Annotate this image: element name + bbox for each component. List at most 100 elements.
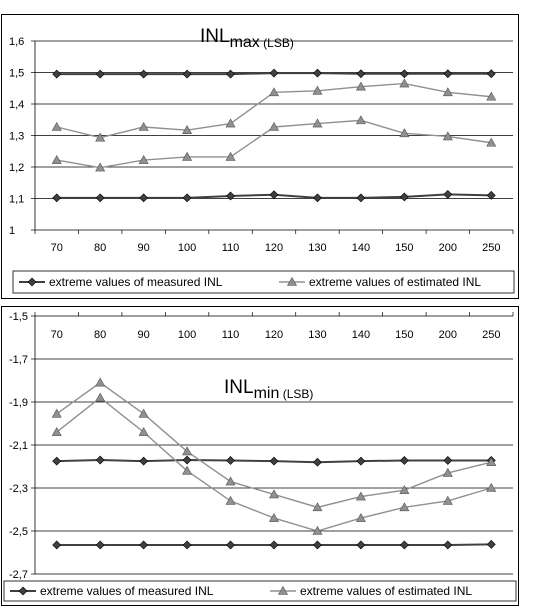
data-point xyxy=(139,456,149,466)
data-point xyxy=(269,190,279,200)
data-point xyxy=(399,128,410,138)
data-point xyxy=(443,540,453,550)
data-point xyxy=(51,154,62,164)
x-tick-label: 80 xyxy=(94,242,106,254)
x-tick-label: 200 xyxy=(439,329,457,341)
x-tick-label: 140 xyxy=(352,329,370,341)
x-tick-label: 90 xyxy=(138,329,150,341)
data-point xyxy=(486,457,497,466)
data-point xyxy=(51,426,62,436)
data-point xyxy=(95,132,106,142)
data-point xyxy=(399,502,410,512)
y-tick-label: -2,7 xyxy=(9,569,28,581)
data-point xyxy=(95,392,106,402)
legend-marker xyxy=(277,585,289,595)
data-point xyxy=(268,87,280,97)
data-point xyxy=(442,87,453,97)
data-point xyxy=(182,446,193,456)
x-tick-label: 100 xyxy=(178,329,196,341)
data-point xyxy=(399,69,409,79)
data-point xyxy=(442,467,453,477)
y-tick-label: 1,3 xyxy=(9,131,24,143)
y-tick-label: 1,1 xyxy=(9,194,24,206)
data-point xyxy=(139,69,149,79)
data-point xyxy=(139,193,149,203)
y-tick-label: -2,1 xyxy=(9,440,28,452)
x-tick-label: 200 xyxy=(439,242,457,254)
data-point xyxy=(443,69,453,79)
data-point xyxy=(443,456,453,465)
y-tick-label: -1,5 xyxy=(9,311,28,323)
inl-min-chart-svg: -2,7 -2,5 -2,3 -2,1 -1,9 -1,7 -1,5 70 80 90 100 110… xyxy=(3,311,517,602)
data-point xyxy=(51,121,62,131)
legend-label: extreme values of measured INL xyxy=(49,275,223,289)
data-point xyxy=(355,115,366,125)
data-point xyxy=(225,118,236,128)
data-point xyxy=(442,495,453,505)
data-point xyxy=(486,482,497,492)
legend-label: extreme values of estimated INL xyxy=(300,584,472,598)
chart-title: INLmin (LSB) xyxy=(224,377,313,402)
data-point xyxy=(138,426,149,436)
data-point xyxy=(486,69,496,79)
data-point xyxy=(225,476,236,486)
x-tick-label: 150 xyxy=(395,242,413,254)
y-tick-label: 1 xyxy=(9,225,15,237)
data-point xyxy=(356,193,366,203)
data-point xyxy=(95,455,105,465)
data-point xyxy=(399,456,409,465)
data-point xyxy=(52,456,62,466)
legend-marker xyxy=(27,277,37,287)
data-point xyxy=(52,69,62,79)
data-point xyxy=(399,78,410,88)
data-point xyxy=(182,125,193,134)
x-tick-label: 90 xyxy=(138,242,150,254)
data-point xyxy=(486,137,497,147)
data-point xyxy=(442,131,453,141)
data-point xyxy=(225,495,236,505)
y-tick-label: 1,4 xyxy=(9,99,24,111)
data-point xyxy=(399,485,410,494)
data-point xyxy=(269,68,279,78)
y-tick-label: 1,5 xyxy=(9,68,24,80)
legend-marker xyxy=(18,586,28,596)
y-tick-label: -1,9 xyxy=(9,397,28,409)
data-point xyxy=(95,377,106,387)
data-point xyxy=(312,525,323,535)
data-point xyxy=(312,85,323,95)
data-point xyxy=(356,456,366,466)
data-point xyxy=(182,193,192,203)
data-point xyxy=(313,457,322,467)
x-tick-label: 110 xyxy=(222,242,240,254)
data-point xyxy=(52,193,62,203)
legend-box xyxy=(12,270,515,294)
legend-label: extreme values of estimated INL xyxy=(309,275,481,289)
data-point xyxy=(269,456,279,466)
x-tick-label: 130 xyxy=(308,329,326,341)
data-point xyxy=(399,192,409,202)
data-point xyxy=(52,540,62,550)
y-tick-label: -2,3 xyxy=(9,483,28,495)
data-point xyxy=(182,540,192,550)
data-point xyxy=(138,121,149,131)
x-tick-label: 80 xyxy=(94,329,106,341)
x-tick-label: 70 xyxy=(51,242,63,254)
data-point xyxy=(486,190,496,200)
data-point xyxy=(95,540,105,550)
data-point xyxy=(312,502,323,512)
data-point xyxy=(226,69,235,79)
inl-min-chart: -2,7 -2,5 -2,3 -2,1 -1,9 -1,7 -1,5 70 80 90 100 110… xyxy=(1,306,519,606)
data-point xyxy=(486,539,496,549)
x-tick-label: 100 xyxy=(178,242,196,254)
x-tick-label: 150 xyxy=(395,329,413,341)
data-point xyxy=(226,191,235,201)
data-point xyxy=(486,91,497,101)
data-point xyxy=(399,540,409,550)
y-tick-label: 1,6 xyxy=(9,36,24,48)
data-point xyxy=(182,465,193,475)
data-point xyxy=(443,189,453,199)
x-tick-label: 110 xyxy=(222,329,240,341)
data-point xyxy=(138,408,149,418)
data-point xyxy=(312,118,323,128)
data-point xyxy=(95,162,106,172)
